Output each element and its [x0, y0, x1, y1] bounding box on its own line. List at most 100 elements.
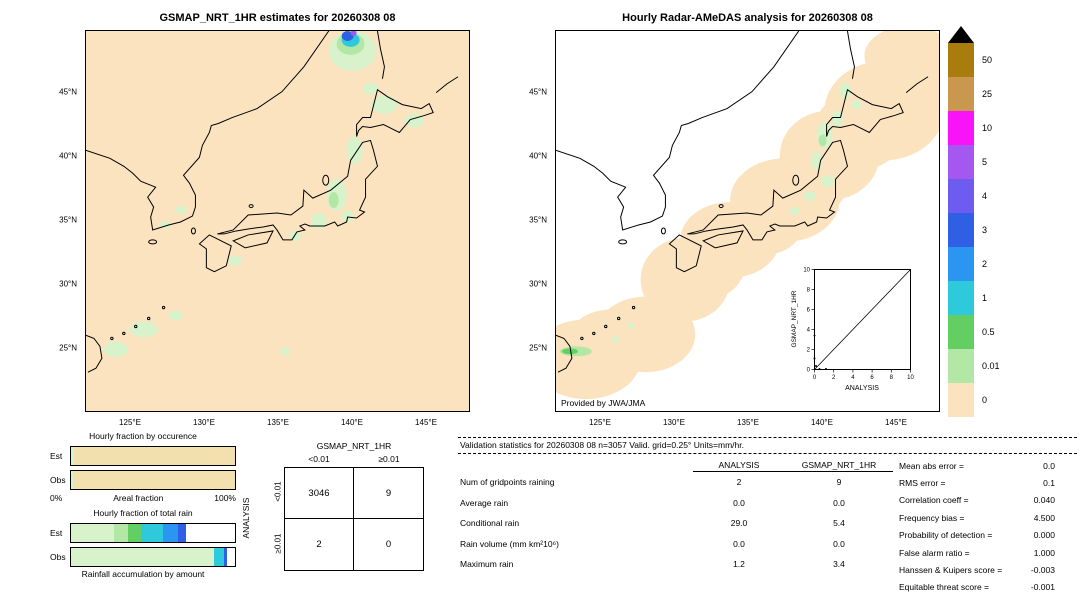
colorbar-band: 5: [948, 145, 1028, 179]
stat-analysis-value: 1.2: [733, 559, 745, 570]
metric-row: RMS error = 0.1: [899, 474, 1057, 491]
analysis-col-header: ANALYSIS: [693, 460, 785, 472]
svg-text:6: 6: [870, 375, 874, 381]
latitude-axis: 45°N 40°N 35°N 30°N 25°N: [40, 30, 82, 412]
svg-text:10: 10: [803, 268, 810, 274]
stats-table-row: Conditional rain 29.0 5.4: [458, 513, 893, 534]
bar-segment: [141, 524, 163, 542]
colorbar-band: 10: [948, 111, 1028, 145]
bar-segment: [162, 524, 178, 542]
colorbar-swatch: [948, 281, 974, 315]
longitude-axis: 125°E 130°E 135°E 140°E 145°E: [85, 414, 470, 428]
metric-label: Probability of detection =: [899, 530, 993, 541]
lon-tick-label: 145°E: [415, 418, 437, 427]
lon-tick-label: 140°E: [341, 418, 363, 427]
validation-stats: Validation statistics for 20260308 08 n=…: [458, 437, 1077, 596]
est-label: Est: [50, 528, 63, 538]
colorbar-swatch: [948, 383, 974, 417]
colorbar-band-label: 0.5: [982, 327, 995, 337]
metric-label: Mean abs error =: [899, 460, 964, 471]
svg-text:0: 0: [807, 368, 811, 374]
svg-text:10: 10: [907, 375, 914, 381]
inset-tick-marks: [811, 269, 911, 373]
bar-segment: [72, 471, 235, 489]
metric-label: Equitable threat score =: [899, 582, 990, 593]
colorbar-band: 50: [948, 43, 1028, 77]
stat-analysis-value: 0.0: [733, 538, 745, 549]
col-header-below-threshold: <0.01: [308, 454, 330, 464]
colorbar-band-label: 50: [982, 55, 993, 65]
colorbar-band-label: 0: [982, 395, 988, 405]
areal-fraction-axis: 0% Areal fraction 100%: [50, 493, 236, 506]
colorbar-band: 25: [948, 77, 1028, 111]
colorbar-band-label: 25: [982, 89, 993, 99]
bar-segment: [185, 524, 235, 542]
lat-tick-label: 40°N: [59, 151, 77, 161]
lat-tick-label: 45°N: [59, 87, 77, 97]
stat-gsmap-value: 0.0: [833, 538, 845, 549]
stat-analysis-value: 29.0: [730, 518, 748, 529]
gsmap-map: [86, 31, 459, 373]
gsmap-map-panel: GSMAP_NRT_1HR estimates for 20260308 08: [59, 12, 470, 427]
inset-x-axis-label: ANALYSIS: [845, 385, 879, 392]
bar-segment: [213, 548, 224, 566]
gsmap-map-title: GSMAP_NRT_1HR estimates for 20260308 08: [159, 12, 396, 24]
lat-tick-label: 30°N: [529, 279, 547, 289]
inset-scatter-svg: 0 2 4 6 8 10 0 2 4 6 8 10 ANALYSIS GSMAP…: [791, 268, 914, 393]
colorbar-swatch: [948, 247, 974, 281]
obs-label: Obs: [50, 475, 66, 485]
lon-tick-label: 135°E: [737, 418, 759, 427]
stat-row-label: Average rain: [460, 497, 509, 508]
lon-tick-label: 140°E: [811, 418, 833, 427]
metric-value: -0.003: [1030, 565, 1055, 576]
colorbar-swatch: [948, 349, 974, 383]
metric-value: 4.500: [1033, 512, 1055, 523]
lat-tick-label: 45°N: [529, 87, 547, 97]
total-est-bar: [70, 523, 236, 543]
colorbar-band: 3: [948, 213, 1028, 247]
metric-row: Equitable threat score = -0.001: [899, 579, 1057, 596]
metric-label: RMS error =: [899, 478, 946, 489]
metric-value: 0.0: [1043, 460, 1055, 471]
est-label: Est: [50, 451, 63, 461]
lon-tick-label: 125°E: [589, 418, 611, 427]
stat-gsmap-value: 9: [836, 477, 842, 488]
metric-row: Correlation coeff = 0.040: [899, 492, 1057, 509]
stats-table: ANALYSIS GSMAP_NRT_1HR Num of gridpoints…: [458, 457, 893, 596]
inset-scatter: 0 2 4 6 8 10 0 2 4 6 8 10 ANALYSIS GSMAP…: [786, 263, 916, 407]
colorbar-band-label: 3: [982, 225, 988, 235]
gsmap-precip-blobs: [103, 31, 425, 358]
radar-map-panel: Hourly Radar-AMeDAS analysis for 2026030…: [529, 12, 940, 427]
colorbar-band: 2: [948, 247, 1028, 281]
bar-segment: [71, 471, 73, 489]
stats-metrics: Mean abs error = 0.0 RMS error = 0.1 Cor…: [899, 457, 1057, 596]
radar-coverage-blobs: [556, 31, 939, 400]
colorbar-band: 0.01: [948, 349, 1028, 383]
bar-segment: [74, 447, 235, 465]
inset-y-axis-label: GSMAP_NRT_1HR: [791, 290, 798, 347]
col-header-above-threshold: ≥0.01: [378, 454, 400, 464]
stat-row-label: Num of gridpoints raining: [460, 477, 555, 488]
occurrence-obs-bar: [70, 470, 236, 490]
colorbar-swatch: [948, 145, 974, 179]
lon-tick-label: 130°E: [193, 418, 215, 427]
bar-segment: [128, 524, 142, 542]
cell-false-alarms: 9: [354, 468, 423, 519]
svg-text:2: 2: [832, 375, 836, 381]
metric-row: Mean abs error = 0.0: [899, 457, 1057, 474]
colorbar-swatch: [948, 315, 974, 349]
stats-table-row: Average rain 0.0 0.0: [458, 493, 893, 514]
colorbar-swatch: [948, 43, 974, 77]
cell-correct-negatives: 3046: [285, 468, 354, 519]
metric-value: 0.040: [1033, 495, 1055, 506]
metric-value: -0.001: [1030, 582, 1055, 593]
contingency-table: GSMAP_NRT_1HR <0.01 ≥0.01 3046 9 2 0 ANA…: [238, 441, 438, 611]
fraction-charts: Hourly fraction by occurence Est Obs 0% …: [50, 431, 236, 582]
colorbar-overflow-triangle-icon: [948, 26, 974, 43]
inset-data-points: [813, 334, 827, 370]
total-rain-chart-title: Hourly fraction of total rain: [93, 508, 193, 518]
stats-body: ANALYSIS GSMAP_NRT_1HR Num of gridpoints…: [458, 457, 1077, 596]
metric-label: False alarm ratio =: [899, 547, 970, 558]
colorbar-band: 0: [948, 383, 1028, 417]
